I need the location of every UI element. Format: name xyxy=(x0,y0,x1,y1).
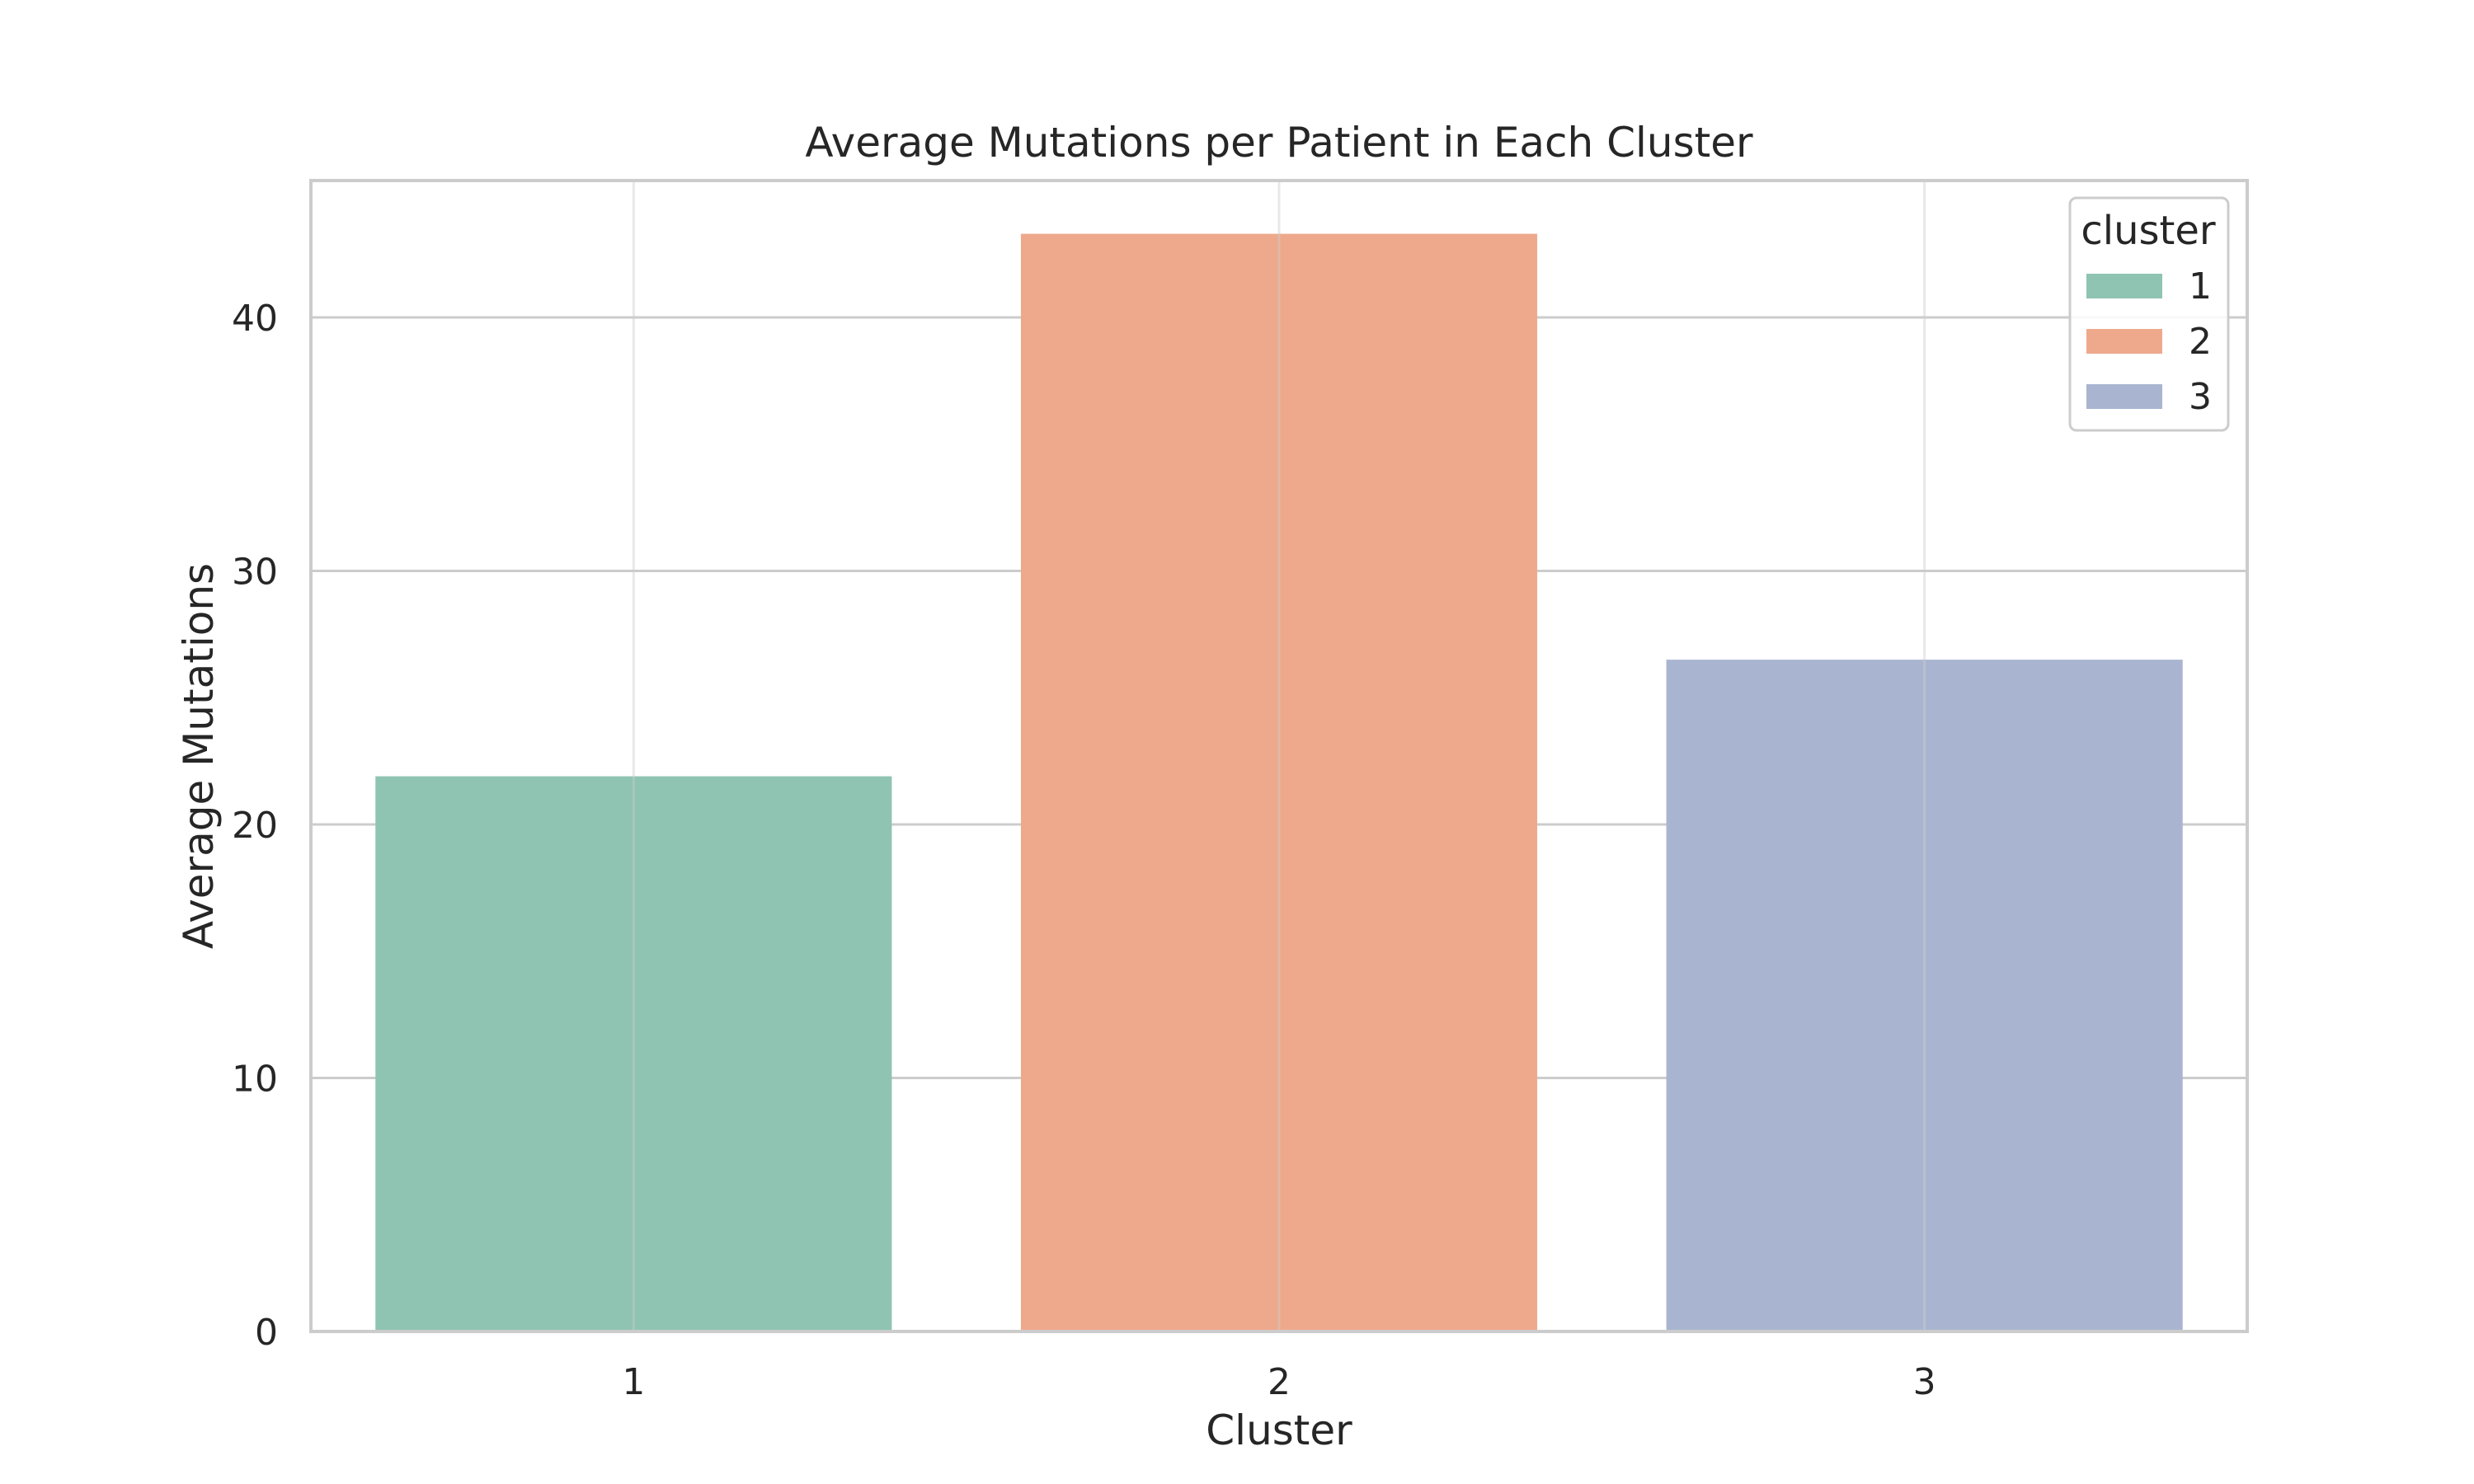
legend-label-1: 1 xyxy=(2189,265,2212,308)
chart-title: Average Mutations per Patient in Each Cl… xyxy=(805,119,1753,167)
legend-box xyxy=(2068,196,2230,432)
x-tick-label: 1 xyxy=(622,1361,645,1403)
legend-swatch-2 xyxy=(2086,329,2162,354)
x-tick-label: 2 xyxy=(1268,1361,1291,1403)
y-tick-label: 10 xyxy=(232,1059,278,1101)
bar-cluster-2 xyxy=(1020,233,1538,1331)
bar-cluster-3 xyxy=(1666,660,2183,1331)
y-axis-label: Average Mutations xyxy=(175,563,223,949)
x-tick-label: 3 xyxy=(1913,1361,1936,1403)
vertical-grid-lines xyxy=(632,181,1926,1331)
y-tick-label: 20 xyxy=(232,805,278,847)
y-tick-label: 0 xyxy=(255,1312,278,1354)
legend-swatch-1 xyxy=(2086,274,2162,298)
y-tick-label: 40 xyxy=(232,298,278,340)
legend-title: cluster xyxy=(2081,208,2216,254)
legend-label-3: 3 xyxy=(2189,376,2212,418)
bars xyxy=(375,233,2183,1331)
y-tick-labels: 0 10 20 30 40 xyxy=(232,298,278,1354)
bar-cluster-1 xyxy=(375,776,892,1331)
x-tick-labels: 1 2 3 xyxy=(622,1361,1935,1403)
x-axis-label: Cluster xyxy=(1206,1407,1352,1454)
legend-label-2: 2 xyxy=(2189,321,2212,363)
legend-entries: 1 2 3 xyxy=(2086,265,2212,418)
legend: cluster 1 2 3 xyxy=(2068,196,2230,432)
plot-frame xyxy=(309,179,2249,1333)
y-tick-label: 30 xyxy=(232,552,278,594)
legend-swatch-3 xyxy=(2086,384,2162,409)
